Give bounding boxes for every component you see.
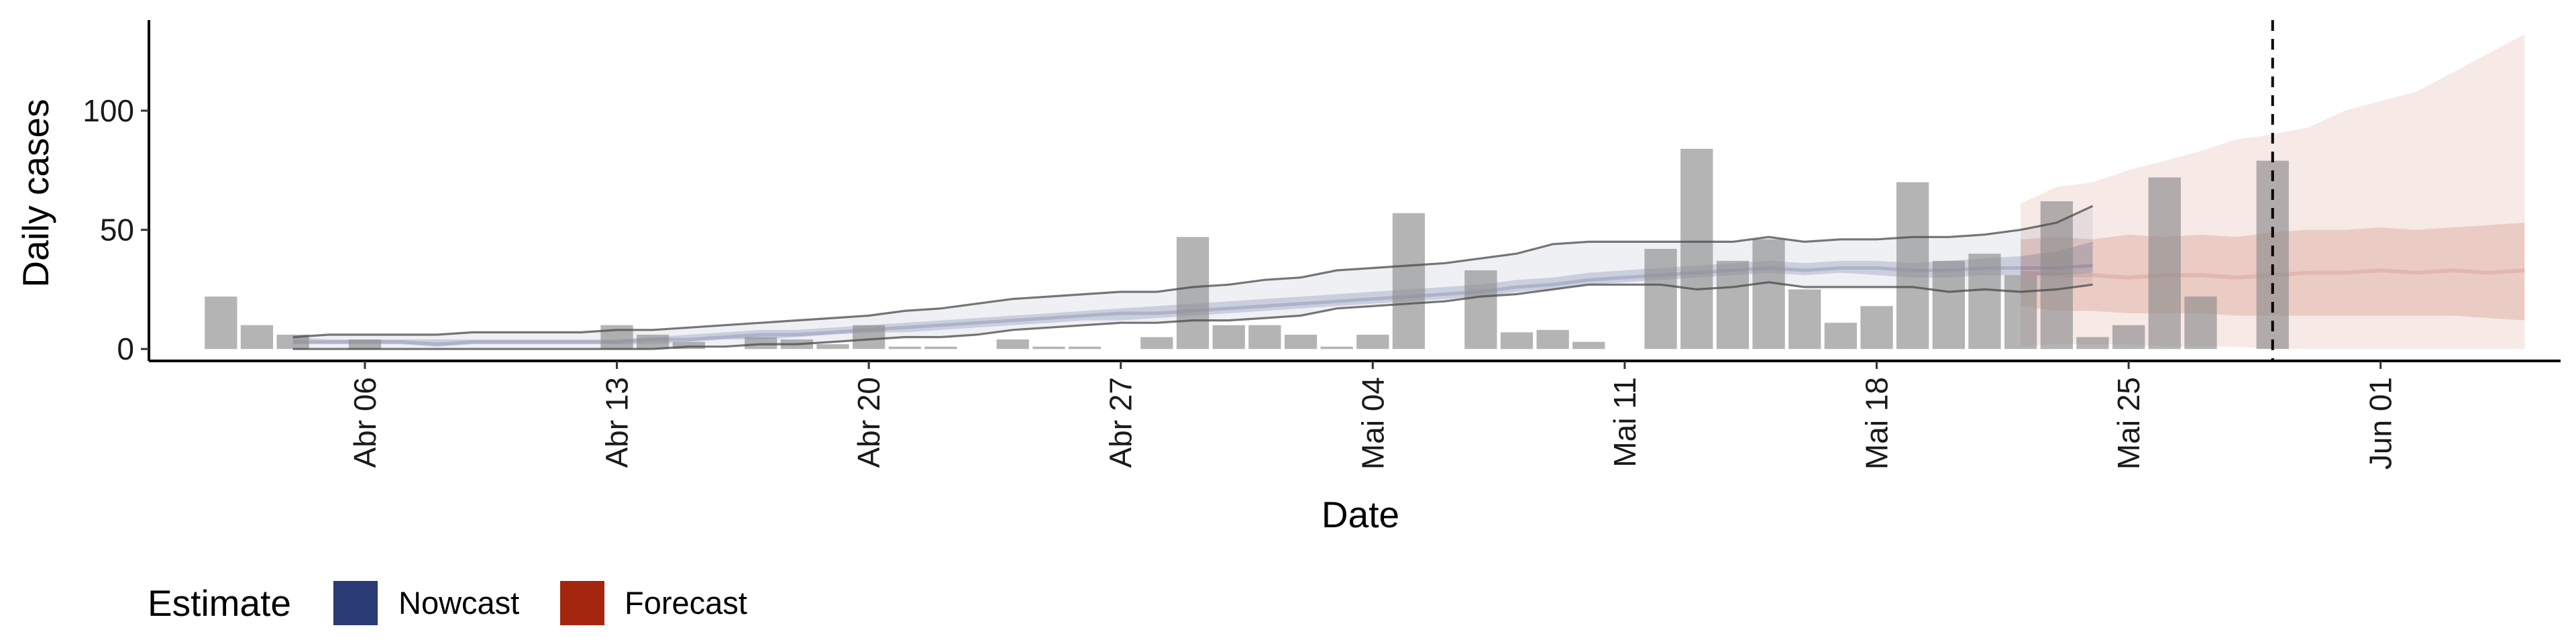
observed-bar [600, 325, 633, 350]
observed-bar [1644, 249, 1677, 350]
x-tick-label: Mai 18 [1860, 377, 1894, 470]
observed-bar [745, 337, 777, 350]
observed-bar [1140, 337, 1173, 350]
observed-bar [1716, 260, 1750, 350]
x-tick-label: Mai 04 [1355, 377, 1390, 470]
observed-bar [348, 339, 382, 350]
x-ticks: Abr 06 Abr 13 Abr 20 Abr 27 Mai 04 Mai 11 Mai … [347, 361, 2398, 470]
x-tick-label: Mai 25 [2111, 377, 2146, 470]
observed-bar [1284, 334, 1318, 350]
x-tick-label: Jun 01 [2363, 377, 2398, 470]
y-tick-label: 100 [83, 93, 134, 128]
observed-bar [1788, 289, 1821, 350]
observed-bar [637, 334, 669, 350]
observed-bar [1392, 213, 1426, 350]
nowcast-interval-lines [292, 205, 2094, 350]
observed-bar [1968, 254, 2001, 350]
legend: Estimate Nowcast Forecast [148, 581, 747, 625]
nowcast-upper-line [292, 205, 2094, 339]
observed-bar [672, 341, 705, 350]
legend-swatch-forecast [560, 581, 604, 625]
observed-bar [1032, 346, 1065, 350]
observed-bar [1824, 323, 1857, 350]
y-ticks: 0 50 100 [83, 93, 149, 366]
y-tick-label: 50 [100, 213, 134, 248]
observed-bar [1212, 325, 1245, 350]
observed-bar [996, 339, 1029, 350]
observed-bar [816, 344, 849, 350]
observed-bar [1068, 346, 1102, 350]
observed-bar [1680, 148, 1713, 350]
observed-bar [1176, 237, 1210, 350]
legend-swatch-nowcast [333, 581, 378, 625]
observed-bar [1356, 334, 1389, 350]
observed-bar [924, 346, 957, 350]
observed-bar [1536, 329, 1569, 350]
observed-bar [1572, 341, 1605, 350]
observed-bar [853, 325, 885, 350]
observed-bar [2076, 337, 2109, 350]
observed-bar [205, 297, 237, 350]
observed-bar [240, 325, 274, 350]
observed-bar [1320, 346, 1353, 350]
axes [148, 20, 2561, 362]
legend-label-forecast: Forecast [625, 585, 747, 621]
observed-bar [1248, 325, 1281, 350]
observed-bar [2112, 325, 2145, 350]
x-tick-label: Abr 13 [600, 377, 635, 468]
observed-bar [2184, 297, 2217, 350]
y-axis-title: Daily cases [15, 99, 56, 287]
x-axis-title: Date [1322, 494, 1399, 535]
observed-bar [1752, 239, 1785, 350]
nowcast-lower-line [292, 281, 2093, 350]
observed-bar [1500, 332, 1534, 350]
observed-bar [1464, 270, 1497, 350]
observed-bar [1896, 182, 1929, 350]
observed-bar [1860, 306, 1893, 350]
x-tick-label: Abr 06 [347, 377, 382, 468]
observed-bar [2148, 177, 2181, 350]
x-tick-label: Abr 20 [851, 377, 886, 468]
observed-bar [2004, 275, 2037, 350]
observed-bar [276, 334, 309, 350]
legend-label-nowcast: Nowcast [398, 585, 519, 621]
observed-bar [1932, 260, 1965, 350]
y-tick-label: 0 [117, 331, 134, 366]
observed-bar [888, 346, 921, 350]
legend-title: Estimate [148, 582, 291, 624]
x-tick-label: Mai 11 [1607, 377, 1642, 468]
x-tick-label: Abr 27 [1104, 377, 1138, 468]
